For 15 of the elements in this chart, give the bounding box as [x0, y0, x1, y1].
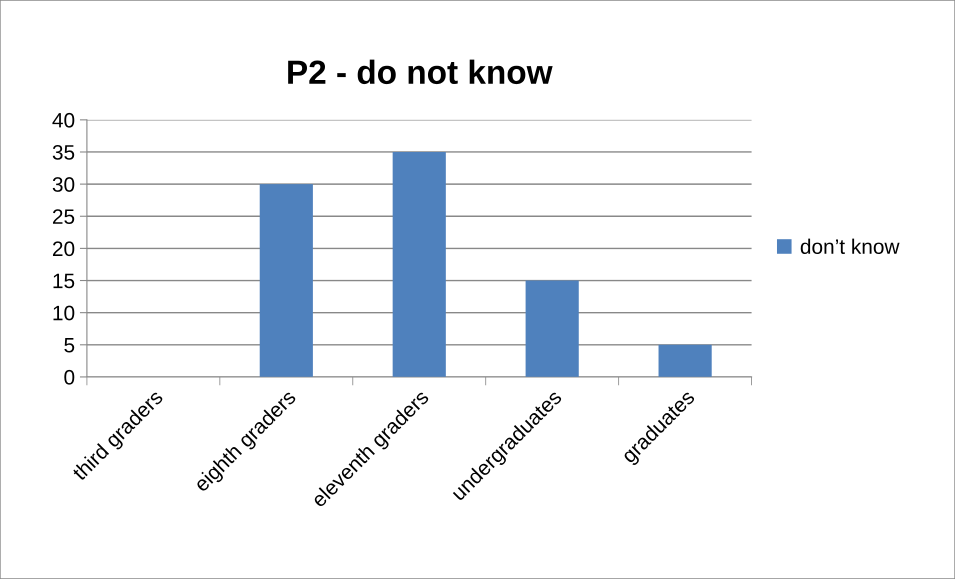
chart-title: P2 - do not know: [288, 60, 553, 84]
y-tick-label: 15: [54, 274, 74, 288]
legend-label: don’t know: [800, 238, 900, 254]
bar: [526, 280, 579, 377]
y-tick-label: 40: [52, 112, 74, 128]
bar: [260, 184, 313, 377]
y-tick-label: 0: [64, 370, 74, 385]
y-tick-label: 25: [52, 209, 74, 224]
y-tick-label: 30: [52, 177, 74, 192]
bar: [392, 152, 446, 377]
y-tick-label: 5: [64, 338, 74, 353]
y-tick-label: 10: [54, 306, 74, 320]
y-tick-label: 20: [52, 241, 74, 256]
y-tick-label: 35: [52, 144, 74, 160]
bar: [658, 344, 712, 377]
